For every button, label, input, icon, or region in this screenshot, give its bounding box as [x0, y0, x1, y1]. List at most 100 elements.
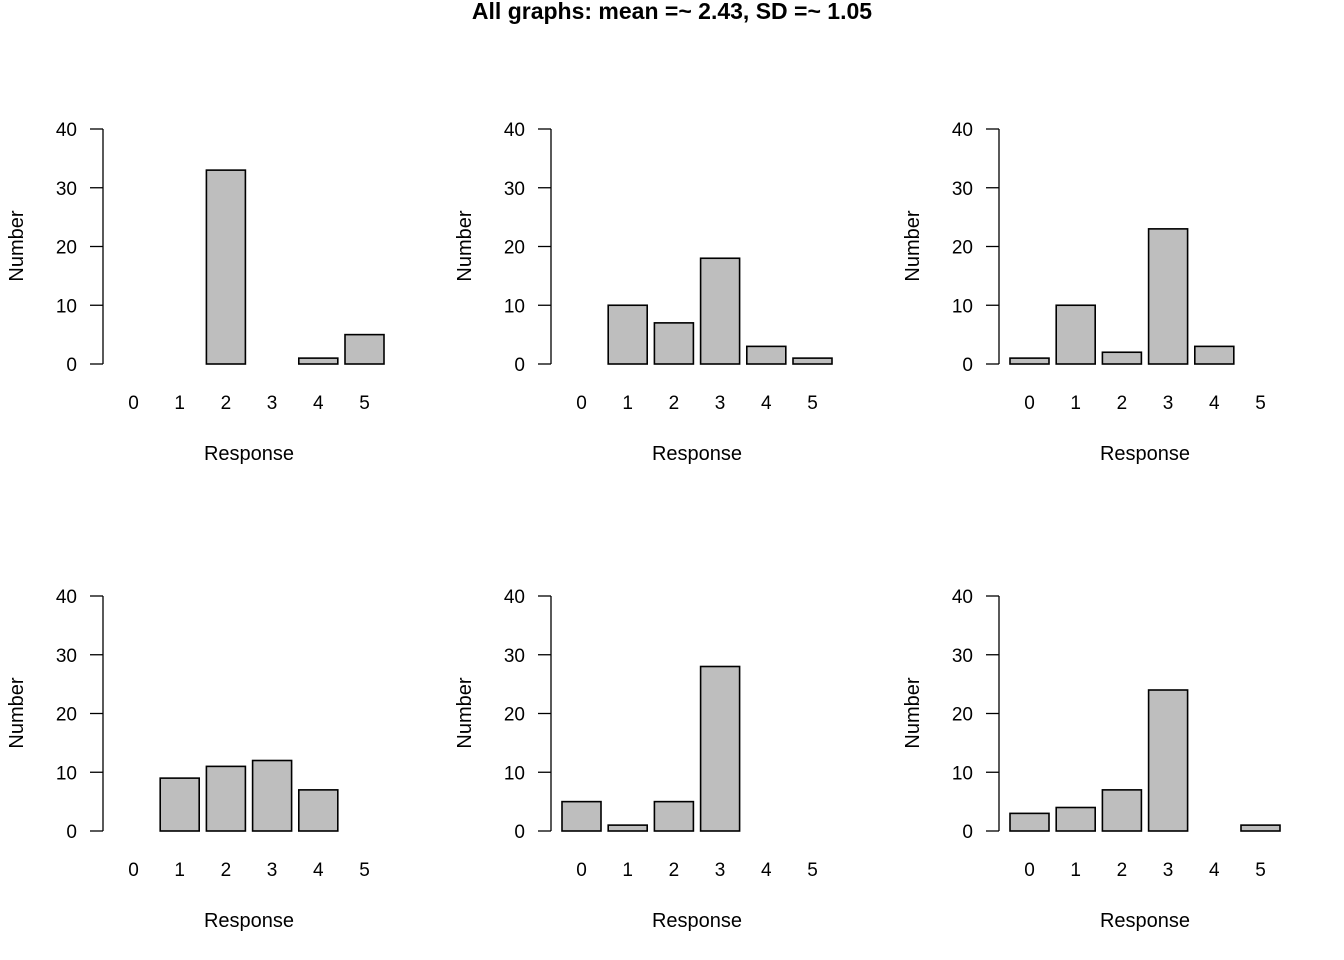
- y-tick-label: 0: [962, 355, 973, 376]
- y-tick-label: 10: [952, 763, 973, 784]
- x-tick-label: 3: [715, 393, 726, 414]
- x-tick-label: 0: [576, 393, 587, 414]
- bar-2: [653, 322, 695, 365]
- y-tick-label: 30: [952, 646, 973, 667]
- x-tick-label: 2: [1117, 393, 1128, 414]
- x-axis-title: Response: [204, 443, 294, 465]
- bar-3: [699, 257, 741, 365]
- y-tick-label: 20: [952, 238, 973, 259]
- x-tick-label: 1: [174, 860, 185, 881]
- y-tick-label: 40: [504, 587, 525, 608]
- x-tick-label: 1: [174, 393, 185, 414]
- bar-1: [607, 304, 649, 365]
- y-tick-label: 10: [504, 763, 525, 784]
- x-tick-label: 5: [1255, 393, 1266, 414]
- y-tick-label: 0: [66, 822, 77, 843]
- bar-2: [205, 765, 247, 832]
- y-axis-title: Number: [902, 677, 924, 748]
- x-tick-label: 2: [669, 393, 680, 414]
- bar-4: [297, 789, 339, 832]
- chart-panel-3: 0 10 20 30 40 0 1 2 3 4 5 Response Number: [902, 120, 1266, 465]
- figure-title: All graphs: mean =~ 2.43, SD =~ 1.05: [471, 0, 873, 24]
- x-tick-label: 5: [807, 860, 818, 881]
- y-tick-label: 20: [504, 238, 525, 259]
- x-tick-label: 1: [1070, 860, 1081, 881]
- x-tick-label: 5: [359, 860, 370, 881]
- x-axis-title: Response: [204, 910, 294, 932]
- bar-1: [1055, 304, 1096, 365]
- bar-0: [561, 800, 602, 832]
- x-tick-label: 2: [1117, 860, 1128, 881]
- chart-panel-6: 0 10 20 30 40 0 1 2 3 4 5 Response Number: [902, 587, 1281, 932]
- y-tick-label: 30: [504, 646, 525, 667]
- x-tick-label: 0: [128, 860, 139, 881]
- chart-panel-4: 0 10 20 30 40 0 1 2 3 4 5 Response Number: [6, 587, 370, 932]
- bar-2: [653, 800, 695, 832]
- bar-1: [159, 777, 200, 832]
- x-axis-title: Response: [1100, 910, 1190, 932]
- y-axis-title: Number: [902, 210, 924, 281]
- bar-0: [1009, 357, 1050, 365]
- x-axis-title: Response: [652, 910, 742, 932]
- y-tick-label: 40: [952, 587, 973, 608]
- x-tick-label: 4: [761, 860, 772, 881]
- x-axis-title: Response: [1100, 443, 1190, 465]
- x-tick-label: 3: [267, 860, 278, 881]
- bar-3: [1147, 689, 1189, 832]
- bar-3: [1147, 228, 1189, 365]
- y-tick-label: 40: [952, 120, 973, 141]
- y-tick-label: 20: [56, 705, 77, 726]
- y-tick-label: 40: [56, 587, 77, 608]
- y-tick-label: 30: [56, 179, 77, 200]
- x-tick-label: 0: [1024, 393, 1035, 414]
- y-tick-label: 10: [56, 763, 77, 784]
- y-tick-label: 20: [952, 705, 973, 726]
- bar-5: [344, 333, 385, 365]
- bar-5: [1240, 824, 1281, 832]
- bar-1: [1055, 806, 1096, 832]
- bar-3: [699, 665, 741, 832]
- y-tick-label: 40: [504, 120, 525, 141]
- y-tick-label: 0: [514, 355, 525, 376]
- y-tick-label: 30: [504, 179, 525, 200]
- y-tick-label: 20: [504, 705, 525, 726]
- x-tick-label: 5: [807, 393, 818, 414]
- chart-panel-2: 0 10 20 30 40 0 1 2 3 4 5 Response Number: [454, 120, 833, 465]
- x-tick-label: 5: [359, 393, 370, 414]
- y-tick-label: 10: [56, 296, 77, 317]
- bar-0: [1009, 812, 1050, 832]
- x-tick-label: 1: [622, 393, 633, 414]
- x-tick-label: 0: [576, 860, 587, 881]
- x-tick-label: 3: [1163, 860, 1174, 881]
- x-tick-label: 3: [715, 860, 726, 881]
- bar-4: [745, 345, 787, 365]
- y-tick-label: 0: [962, 822, 973, 843]
- y-axis-title: Number: [454, 210, 476, 281]
- x-tick-label: 4: [313, 393, 324, 414]
- x-tick-label: 2: [221, 393, 232, 414]
- y-axis-title: Number: [6, 210, 28, 281]
- y-tick-label: 0: [66, 355, 77, 376]
- bar-2: [1101, 789, 1143, 832]
- x-tick-label: 4: [313, 860, 324, 881]
- x-tick-label: 3: [267, 393, 278, 414]
- x-tick-label: 3: [1163, 393, 1174, 414]
- y-tick-label: 10: [504, 296, 525, 317]
- y-tick-label: 40: [56, 120, 77, 141]
- bar-1: [607, 824, 649, 832]
- x-tick-label: 4: [1209, 860, 1220, 881]
- x-tick-label: 1: [1070, 393, 1081, 414]
- y-axis-title: Number: [454, 677, 476, 748]
- bar-5: [792, 357, 833, 365]
- y-tick-label: 30: [56, 646, 77, 667]
- y-tick-label: 0: [514, 822, 525, 843]
- x-tick-label: 0: [1024, 860, 1035, 881]
- y-axis-title: Number: [6, 677, 28, 748]
- x-tick-label: 2: [221, 860, 232, 881]
- y-tick-label: 30: [952, 179, 973, 200]
- x-tick-label: 4: [761, 393, 772, 414]
- bar-4: [1194, 345, 1235, 365]
- bar-2: [205, 169, 247, 365]
